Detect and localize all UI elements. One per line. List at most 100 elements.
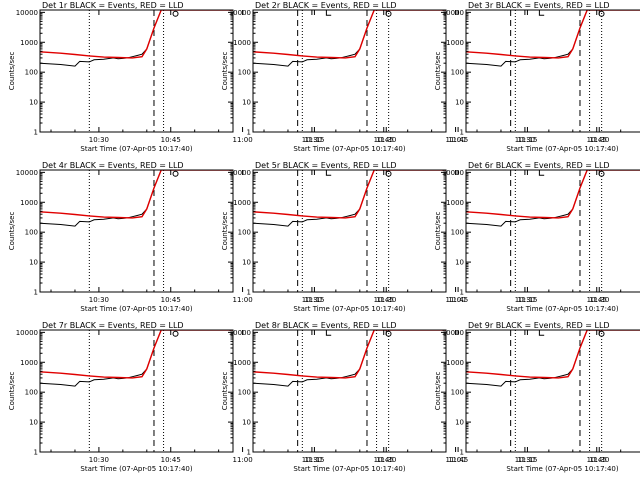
panel-3-title-part-1: Det 3r: [468, 1, 496, 10]
panel-2-y-tick-label-3: 100: [238, 69, 251, 77]
panel-7-y-tick-label-3: 100: [25, 389, 38, 397]
panel-8-y-tick-label-3: 100: [238, 389, 251, 397]
panel-2-y-tick-label-5: 10000: [229, 9, 251, 17]
panel-5-x-tick-label-5: 11:30: [589, 296, 609, 304]
panel-1-title: Det 1r BLACK = Events, RED = LLD: [42, 1, 184, 10]
panel-7-y-tick-label-1: 1: [34, 449, 38, 457]
panel-4-plot-frame: [39, 169, 234, 293]
panel-5-x-tick-label-1: 10:30: [302, 296, 322, 304]
panel-2-x-tick-label-1: 10:30: [302, 136, 322, 144]
panel-1-y-tick-label-1: 1: [34, 129, 38, 137]
panel-3-y-tick-label-4: 1000: [446, 39, 464, 47]
panel-1-x-axis-label: Start Time (07-Apr-05 10:17:40): [80, 145, 192, 153]
panel-9-title-part-4: RED = LLD: [566, 321, 610, 330]
panel-8-title: Det 8r BLACK = Events, RED = LLD: [255, 321, 397, 330]
panel-3-plot-frame: [465, 9, 640, 133]
panel-3-title-part-4: RED = LLD: [566, 1, 610, 10]
panel-6-x-tick-label-1: 10:30: [515, 296, 535, 304]
panel-9-x-axis-label: Start Time (07-Apr-05 10:17:40): [506, 465, 618, 473]
panel-9-y-tick-label-1: 1: [460, 449, 464, 457]
panel-5-events-series-line: [253, 170, 446, 227]
panel-9-x-tick-label-1: 10:30: [515, 456, 535, 464]
panel-6-y-tick-label-5: 10000: [442, 169, 464, 177]
panel-5-y-axis-label: Counts/sec: [221, 212, 229, 251]
panel-1-title-part-4: RED = LLD: [140, 1, 184, 10]
panel-2-title-part-2: BLACK = Events: [283, 1, 348, 10]
panel-5-y-tick-label-4: 1000: [233, 199, 251, 207]
panel-9-y-tick-label-3: 100: [451, 389, 464, 397]
panel-8-x-tick-label-3: 11:00: [445, 456, 465, 464]
panel-7-x-tick-label-4: 11:15: [304, 456, 324, 464]
panel-2-title-part-4: RED = LLD: [353, 1, 397, 10]
panel-5-title-part-3: ,: [348, 161, 353, 170]
panel-7-x-tick-label-5: 11:30: [376, 456, 396, 464]
panel-5-title-part-4: RED = LLD: [353, 161, 397, 170]
panel-8-x-tick-label-4: 11:15: [517, 456, 537, 464]
panel-1-y-axis-label: Counts/sec: [8, 52, 16, 91]
panel-8-title-part-4: RED = LLD: [353, 321, 397, 330]
panel-4-lld-series-line: [40, 170, 233, 219]
panel-9-y-tick-label-4: 1000: [446, 359, 464, 367]
panel-4-x-tick-label-6: 11:45: [448, 296, 468, 304]
panel-4-x-tick-label-1: 10:30: [89, 296, 109, 304]
panel-4-x-tick-label-4: 11:15: [304, 296, 324, 304]
panel-8-events-series-line: [253, 330, 446, 387]
panel-1-title-part-1: Det 1r: [42, 1, 70, 10]
panel-3-y-tick-label-5: 10000: [442, 9, 464, 17]
panel-4-x-axis-label: Start Time (07-Apr-05 10:17:40): [80, 305, 192, 313]
panel-4-title-part-3: ,: [135, 161, 140, 170]
panel-7: Det 7r BLACK = Events, RED = LLD 1 10 100 10…: [8, 321, 468, 473]
panel-7-lld-series-line: [40, 330, 233, 379]
panel-4-y-tick-label-4: 1000: [20, 199, 38, 207]
panel-3-lld-series-line: [466, 10, 640, 59]
panel-5-x-axis-label: Start Time (07-Apr-05 10:17:40): [293, 305, 405, 313]
panel-7-y-tick-label-4: 1000: [20, 359, 38, 367]
panel-9-title-part-2: BLACK = Events: [496, 321, 561, 330]
panel-1-y-tick-label-3: 100: [25, 69, 38, 77]
panel-2-y-tick-label-4: 1000: [233, 39, 251, 47]
panel-6-x-tick-label-2: 10:45: [587, 296, 607, 304]
panel-8-x-axis-label: Start Time (07-Apr-05 10:17:40): [293, 465, 405, 473]
panel-9-events-series-line: [466, 330, 640, 387]
panel-4-y-tick-label-5: 10000: [16, 169, 38, 177]
panel-5-y-tick-label-1: 1: [247, 289, 251, 297]
panel-7-x-tick-label-6: 11:45: [448, 456, 468, 464]
panel-5-x-tick-label-3: 11:00: [445, 296, 465, 304]
panel-2: Det 2r BLACK = Events, RED = LLD 1 10 100 10…: [221, 1, 609, 153]
panel-1-y-tick-label-5: 10000: [16, 9, 38, 17]
panel-2-y-tick-label-1: 1: [247, 129, 251, 137]
panel-7-y-tick-label-5: 10000: [16, 329, 38, 337]
panel-5-title: Det 5r BLACK = Events, RED = LLD: [255, 161, 397, 170]
panel-6-title-part-2: BLACK = Events: [496, 161, 561, 170]
panel-5-plot-frame: [252, 169, 447, 293]
panel-8-title-part-3: ,: [348, 321, 353, 330]
panel-4-y-tick-label-1: 1: [34, 289, 38, 297]
panel-7-x-axis-label: Start Time (07-Apr-05 10:17:40): [80, 465, 192, 473]
panel-2-lld-series-line: [253, 10, 446, 59]
panel-8-x-tick-label-1: 10:30: [302, 456, 322, 464]
panel-4-title-part-4: RED = LLD: [140, 161, 184, 170]
panel-1: Det 1r BLACK = Events, RED = LLD 1 10 100 10…: [8, 1, 468, 153]
panel-8-title-part-2: BLACK = Events: [283, 321, 348, 330]
panel-6-title-part-1: Det 6r: [468, 161, 496, 170]
panel-8-step-symbol: [538, 330, 545, 336]
panel-9-y-tick-label-2: 10: [455, 419, 464, 427]
panel-5-title-part-1: Det 5r: [255, 161, 283, 170]
panel-3: Det 3r BLACK = Events, RED = LLD 1 10 100 10…: [434, 1, 640, 153]
panel-3-title: Det 3r BLACK = Events, RED = LLD: [468, 1, 610, 10]
panel-2-title: Det 2r BLACK = Events, RED = LLD: [255, 1, 397, 10]
panel-9-y-axis-label: Counts/sec: [434, 372, 442, 411]
panel-2-title-part-1: Det 2r: [255, 1, 283, 10]
panel-5: Det 5r BLACK = Events, RED = LLD 1 10 100 10…: [221, 161, 609, 313]
panel-2-circle-symbol: [385, 10, 392, 17]
panel-7-events-series-line: [40, 330, 233, 387]
panel-6-y-axis-label: Counts/sec: [434, 212, 442, 251]
panel-9-title-part-1: Det 9r: [468, 321, 496, 330]
panel-3-x-tick-label-1: 10:30: [515, 136, 535, 144]
panel-1-y-tick-label-2: 10: [29, 99, 38, 107]
panel-5-x-tick-label-2: 10:45: [374, 296, 394, 304]
panel-7-y-axis-label: Counts/sec: [8, 372, 16, 411]
panel-3-title-part-3: ,: [561, 1, 566, 10]
panel-5-circle-symbol: [385, 170, 392, 177]
